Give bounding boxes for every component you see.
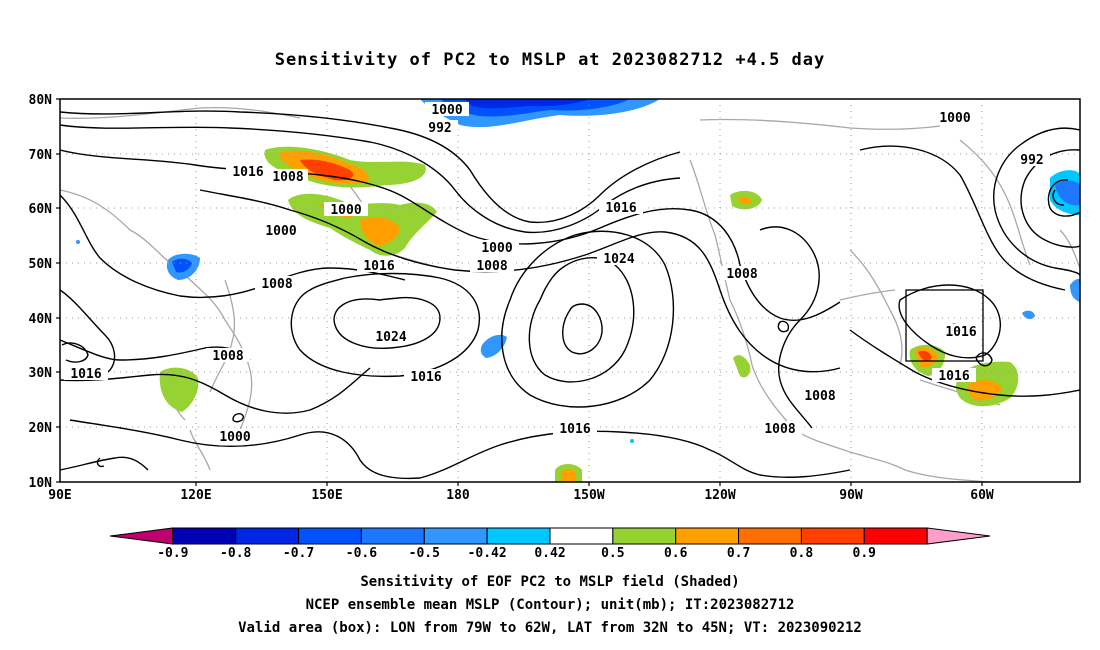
lat-label: 40N (29, 312, 53, 327)
contour-label: 1008 (272, 170, 303, 185)
colorbar-swatch (863, 527, 928, 545)
colorbar-swatch (235, 527, 300, 545)
contour-label: 1016 (945, 325, 976, 340)
contour-label: 992 (428, 121, 451, 136)
colorbar-label: -0.9 (157, 546, 188, 561)
colorbar-label: -0.6 (346, 546, 377, 561)
lat-label: 80N (29, 93, 53, 108)
lat-label: 20N (29, 421, 53, 436)
contour-label: 1008 (764, 422, 795, 437)
contour-label: 1000 (330, 203, 361, 218)
contour-label: 1000 (431, 103, 462, 118)
contour-label: 1016 (70, 367, 101, 382)
colorbar-swatch (298, 527, 362, 545)
colorbar-swatch (800, 527, 865, 545)
colorbar-swatch (109, 527, 174, 545)
caption-line-2: NCEP ensemble mean MSLP (Contour); unit(… (305, 597, 795, 613)
colorbar-swatch (549, 527, 614, 545)
lon-label: 180 (446, 488, 470, 503)
colorbar-swatch (486, 527, 551, 545)
colorbar-label: 0.8 (790, 546, 814, 561)
contour-label: 992 (1020, 153, 1043, 168)
lat-label: 60N (29, 202, 53, 217)
colorbar-label: -0.42 (468, 546, 507, 561)
contour-label: 1000 (939, 111, 970, 126)
colorbar-swatch (612, 527, 677, 545)
colorbar-swatch (423, 527, 488, 545)
figure-title: Sensitivity of PC2 to MSLP at 2023082712… (274, 50, 826, 70)
lon-label: 90W (839, 488, 863, 503)
colorbar-label: -0.5 (409, 546, 440, 561)
lon-label: 120E (180, 488, 211, 503)
contour-label: 1000 (265, 224, 296, 239)
contour-labels: 1000 992 1016 1008 1000 1000 1016 1000 1… (64, 102, 1050, 445)
contour-label: 1016 (232, 165, 263, 180)
lat-label: 50N (29, 257, 53, 272)
map-frame (59, 98, 1081, 483)
contour-label: 1016 (938, 369, 969, 384)
lat-label: 30N (29, 366, 53, 381)
colorbar-label: -0.8 (220, 546, 251, 561)
contour-label: 1000 (219, 430, 250, 445)
colorbar-swatch (360, 527, 425, 545)
lon-label: 90E (48, 488, 71, 503)
lon-label: 120W (704, 488, 735, 503)
caption-line-3: Valid area (box): LON from 79W to 62W, L… (238, 620, 862, 636)
contour-label: 1016 (363, 259, 394, 274)
contour-label: 1024 (375, 330, 406, 345)
lat-label: 70N (29, 148, 53, 163)
contour-label: 1008 (726, 267, 757, 282)
latitude-labels: 80N 70N 60N 50N 40N 30N 20N 10N (29, 93, 53, 491)
colorbar-label: 0.5 (601, 546, 624, 561)
contour-label: 1008 (212, 349, 243, 364)
contour-label: 1016 (410, 370, 441, 385)
lon-label: 150W (573, 488, 604, 503)
lon-label: 60W (970, 488, 994, 503)
colorbar-swatch (738, 527, 802, 545)
lat-label: 10N (29, 476, 53, 491)
contour-label: 1008 (804, 389, 835, 404)
contour-label: 1024 (603, 252, 634, 267)
contour-label: 1008 (261, 277, 292, 292)
longitude-labels: 90E 120E 150E 180 150W 120W 90W 60W (48, 488, 994, 503)
colorbar-label: 0.42 (534, 546, 565, 561)
colorbar-swatch (675, 527, 740, 545)
lon-label: 150E (311, 488, 342, 503)
colorbar-labels: -0.9 -0.8 -0.7 -0.6 -0.5 -0.42 0.42 0.5 0.6 0.7 0.… (157, 546, 876, 561)
contour-label: 1008 (476, 259, 507, 274)
colorbar-label: 0.6 (664, 546, 688, 561)
caption-line-1: Sensitivity of EOF PC2 to MSLP field (Sh… (360, 574, 740, 590)
contour-label: 1000 (481, 241, 512, 256)
colorbar-label: 0.9 (853, 546, 876, 561)
colorbar (109, 527, 991, 545)
contour-label: 1016 (605, 201, 636, 216)
colorbar-label: -0.7 (283, 546, 314, 561)
axis-ticks (56, 98, 983, 486)
colorbar-swatch (172, 527, 237, 545)
colorbar-label: 0.7 (727, 546, 750, 561)
colorbar-swatch (926, 527, 991, 545)
valid-area-box (905, 289, 984, 362)
contour-label: 1016 (559, 422, 590, 437)
